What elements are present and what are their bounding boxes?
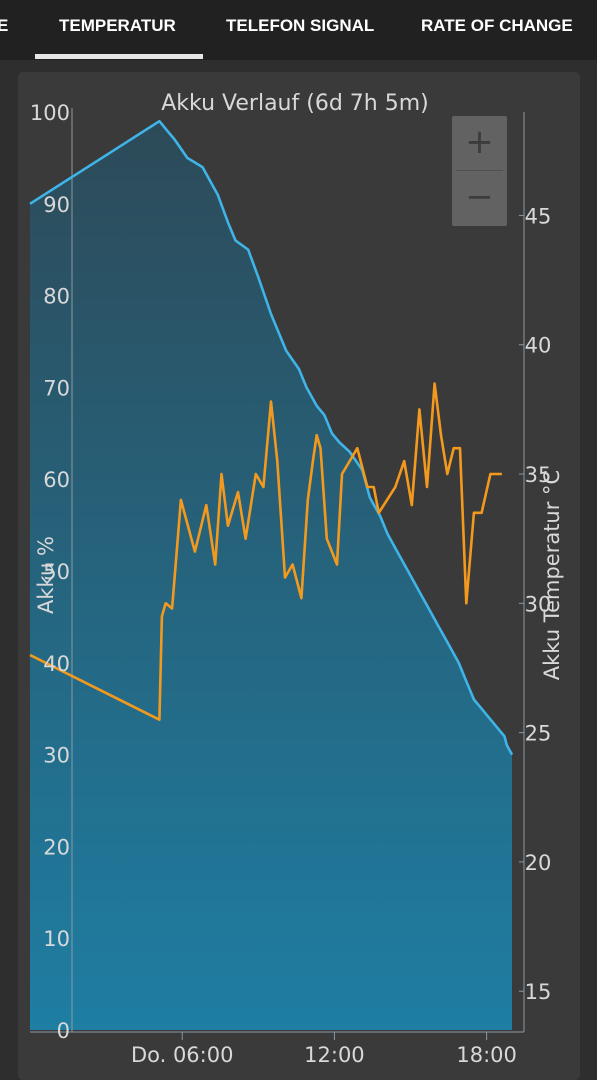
active-tab-indicator (35, 54, 203, 59)
temperature-line (29, 382, 502, 722)
x-tick-label: Do. 06:00 (131, 1043, 234, 1067)
tab-temperatur[interactable]: TEMPERATUR (59, 16, 176, 35)
right-y-tick-label: 25 (525, 722, 552, 746)
right-y-tick-label: 20 (525, 851, 552, 875)
chart-title: Akku Verlauf (6d 7h 5m) (161, 91, 428, 116)
right-y-tick-label: 30 (525, 592, 552, 616)
left-y-tick-label: 80 (43, 285, 70, 309)
right-axis-label: Akku Temperatur °C (540, 470, 564, 680)
battery-area-fill (30, 121, 512, 1030)
left-y-tick-label: 20 (43, 835, 70, 859)
tab-rate-of-change[interactable]: RATE OF CHANGE (421, 16, 573, 35)
zoom-out-button[interactable]: − (465, 177, 494, 217)
left-y-tick-label: 0 (57, 1019, 70, 1043)
x-tick-label: 18:00 (456, 1043, 517, 1067)
left-y-tick-label: 30 (43, 744, 70, 768)
left-y-tick-label: 10 (43, 927, 70, 951)
x-tick-label: 12:00 (304, 1043, 365, 1067)
tab-bar: E TEMPERATUR TELEFON SIGNAL RATE OF CHAN… (0, 0, 597, 60)
right-y-tick-label: 15 (525, 980, 552, 1004)
left-axis-label: Akku % (34, 536, 58, 614)
zoom-controls: + − (452, 116, 507, 226)
left-y-tick-label: 100 (30, 101, 70, 125)
zoom-in-button[interactable]: + (465, 122, 494, 162)
zoom-divider (456, 170, 503, 171)
right-y-tick-label: 40 (525, 334, 552, 358)
left-y-tick-label: 70 (43, 376, 70, 400)
right-y-tick-label: 35 (525, 463, 552, 487)
tab-telefon-signal[interactable]: TELEFON SIGNAL (226, 16, 375, 35)
left-y-tick-label: 90 (43, 193, 70, 217)
right-y-tick-label: 45 (525, 204, 552, 228)
left-y-tick-label: 40 (43, 652, 70, 676)
battery-line (29, 119, 514, 756)
left-y-tick-label: 60 (43, 468, 70, 492)
tab-partial-previous[interactable]: E (0, 16, 9, 35)
left-y-tick-label: 50 (43, 560, 70, 584)
